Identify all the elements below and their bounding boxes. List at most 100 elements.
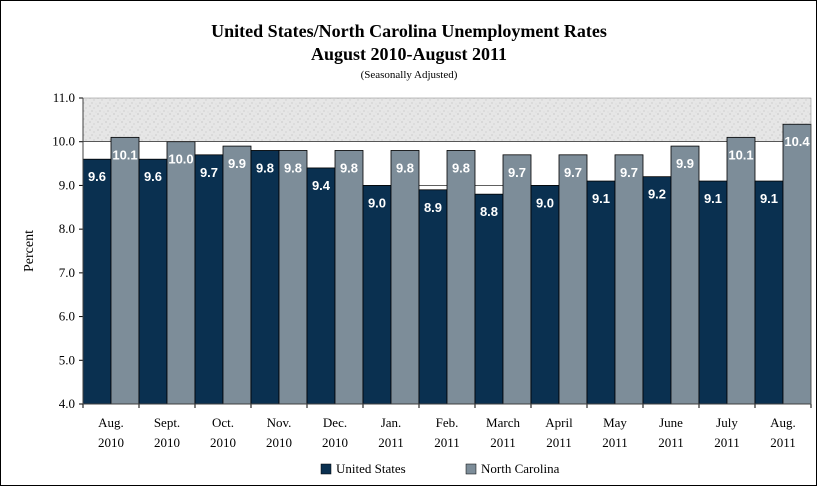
legend-swatch-united-states bbox=[320, 463, 332, 475]
x-category-year: 2010 bbox=[98, 435, 124, 450]
bar-north-carolina bbox=[446, 150, 476, 405]
data-label-north-carolina: 9.8 bbox=[284, 160, 302, 175]
data-label-united-states: 9.0 bbox=[536, 195, 554, 210]
x-category-month: June bbox=[659, 415, 683, 430]
x-category-month: Sept. bbox=[154, 415, 180, 430]
x-category-month: Oct. bbox=[212, 415, 234, 430]
bar-north-carolina bbox=[110, 136, 140, 405]
x-category-labels: Aug. 2010 Sept. 2010 Oct. 2010 Nov. 2010 Dec. 201… bbox=[98, 415, 796, 450]
x-category-year: 2011 bbox=[602, 435, 628, 450]
data-label-united-states: 9.2 bbox=[648, 187, 666, 202]
x-category-month: March bbox=[486, 415, 520, 430]
bar-north-carolina bbox=[782, 123, 812, 405]
bar-north-carolina bbox=[334, 150, 364, 405]
bar-north-carolina bbox=[278, 150, 308, 405]
data-label-united-states: 9.1 bbox=[760, 191, 778, 206]
x-category-month: Jan. bbox=[381, 415, 402, 430]
x-category-month: Aug. bbox=[98, 415, 124, 430]
legend-swatch-north-carolina bbox=[465, 463, 477, 475]
bar-united-states bbox=[642, 176, 672, 405]
legend-label-north-carolina: North Carolina bbox=[481, 461, 560, 476]
x-category-year: 2011 bbox=[378, 435, 404, 450]
data-label-united-states: 9.7 bbox=[200, 165, 218, 180]
data-label-north-carolina: 10.4 bbox=[784, 134, 810, 149]
data-label-north-carolina: 9.9 bbox=[228, 156, 246, 171]
x-category-year: 2010 bbox=[266, 435, 292, 450]
bar-united-states bbox=[418, 189, 448, 405]
x-category-year: 2011 bbox=[434, 435, 460, 450]
bar-north-carolina bbox=[502, 154, 532, 405]
bar-north-carolina bbox=[558, 154, 588, 405]
plot-border bbox=[82, 97, 812, 405]
chart-note: (Seasonally Adjusted) bbox=[361, 69, 458, 81]
data-label-north-carolina: 9.7 bbox=[564, 165, 582, 180]
bar-north-carolina bbox=[670, 145, 700, 405]
y-tick-label: 9.0 bbox=[59, 177, 75, 192]
bar-united-states bbox=[754, 180, 784, 405]
y-tick-labels: 4.0 5.0 6.0 7.0 8.0 9.0 10.0 11.0 bbox=[52, 90, 75, 411]
bar-north-carolina bbox=[726, 136, 756, 405]
x-category-year: 2010 bbox=[210, 435, 236, 450]
data-label-united-states: 8.8 bbox=[480, 204, 498, 219]
bar-united-states bbox=[138, 158, 168, 405]
x-category-year: 2011 bbox=[490, 435, 516, 450]
data-label-north-carolina: 9.9 bbox=[676, 156, 694, 171]
x-category-year: 2010 bbox=[154, 435, 180, 450]
data-label-united-states: 9.6 bbox=[144, 169, 162, 184]
x-category-month: July bbox=[716, 415, 738, 430]
x-category-year: 2011 bbox=[658, 435, 684, 450]
y-tick-label: 7.0 bbox=[59, 265, 75, 280]
x-category-month: Feb. bbox=[436, 415, 459, 430]
chart-subtitle: August 2010-August 2011 bbox=[311, 44, 507, 64]
x-category-month: May bbox=[603, 415, 627, 430]
bar-north-carolina bbox=[614, 154, 644, 405]
bar-united-states bbox=[530, 185, 560, 405]
data-label-united-states: 9.4 bbox=[312, 178, 331, 193]
x-category-month: Aug. bbox=[770, 415, 796, 430]
y-axis-title: Percent bbox=[22, 230, 37, 272]
bar-united-states bbox=[698, 180, 728, 405]
data-label-north-carolina: 9.8 bbox=[396, 160, 414, 175]
data-label-united-states: 8.9 bbox=[424, 200, 442, 215]
data-label-united-states: 9.0 bbox=[368, 195, 386, 210]
y-tick-label: 6.0 bbox=[59, 309, 75, 324]
y-tick-label: 8.0 bbox=[59, 221, 75, 236]
bar-united-states bbox=[194, 154, 224, 405]
legend: United States North Carolina bbox=[320, 461, 560, 476]
bar-united-states bbox=[362, 185, 392, 405]
bar-north-carolina bbox=[390, 150, 420, 405]
x-category-month: April bbox=[545, 415, 573, 430]
x-category-month: Nov. bbox=[267, 415, 292, 430]
x-category-year: 2011 bbox=[770, 435, 796, 450]
bar-north-carolina bbox=[166, 141, 196, 405]
y-tick-label: 11.0 bbox=[53, 90, 75, 105]
bar-north-carolina bbox=[222, 145, 252, 405]
data-label-united-states: 9.6 bbox=[88, 169, 106, 184]
chart-title: United States/North Carolina Unemploymen… bbox=[211, 21, 607, 41]
bar-united-states bbox=[474, 193, 504, 405]
bar-united-states bbox=[250, 150, 280, 405]
y-tick-label: 4.0 bbox=[59, 396, 75, 411]
x-category-year: 2011 bbox=[714, 435, 740, 450]
bar-united-states bbox=[306, 167, 336, 405]
data-label-north-carolina: 9.8 bbox=[340, 160, 358, 175]
data-label-north-carolina: 10.0 bbox=[168, 152, 193, 167]
data-label-united-states: 9.1 bbox=[704, 191, 722, 206]
data-label-united-states: 9.8 bbox=[256, 160, 274, 175]
bar-united-states bbox=[586, 180, 616, 405]
x-category-year: 2011 bbox=[546, 435, 572, 450]
data-label-north-carolina: 9.7 bbox=[508, 165, 526, 180]
legend-label-united-states: United States bbox=[336, 461, 406, 476]
data-label-north-carolina: 9.8 bbox=[452, 160, 470, 175]
bar-united-states bbox=[82, 158, 112, 405]
data-labels: 9.6 10.1 9.6 10.0 9.7 9.9 9.8 9.8 9.4 9.8 9.0 9.8 8.… bbox=[88, 134, 810, 219]
data-label-north-carolina: 10.1 bbox=[112, 147, 137, 162]
data-label-united-states: 9.1 bbox=[592, 191, 610, 206]
y-tick-label: 5.0 bbox=[59, 352, 75, 367]
x-category-month: Dec. bbox=[323, 415, 347, 430]
data-label-north-carolina: 10.1 bbox=[728, 147, 753, 162]
y-tick-label: 10.0 bbox=[52, 134, 75, 149]
data-label-north-carolina: 9.7 bbox=[620, 165, 638, 180]
